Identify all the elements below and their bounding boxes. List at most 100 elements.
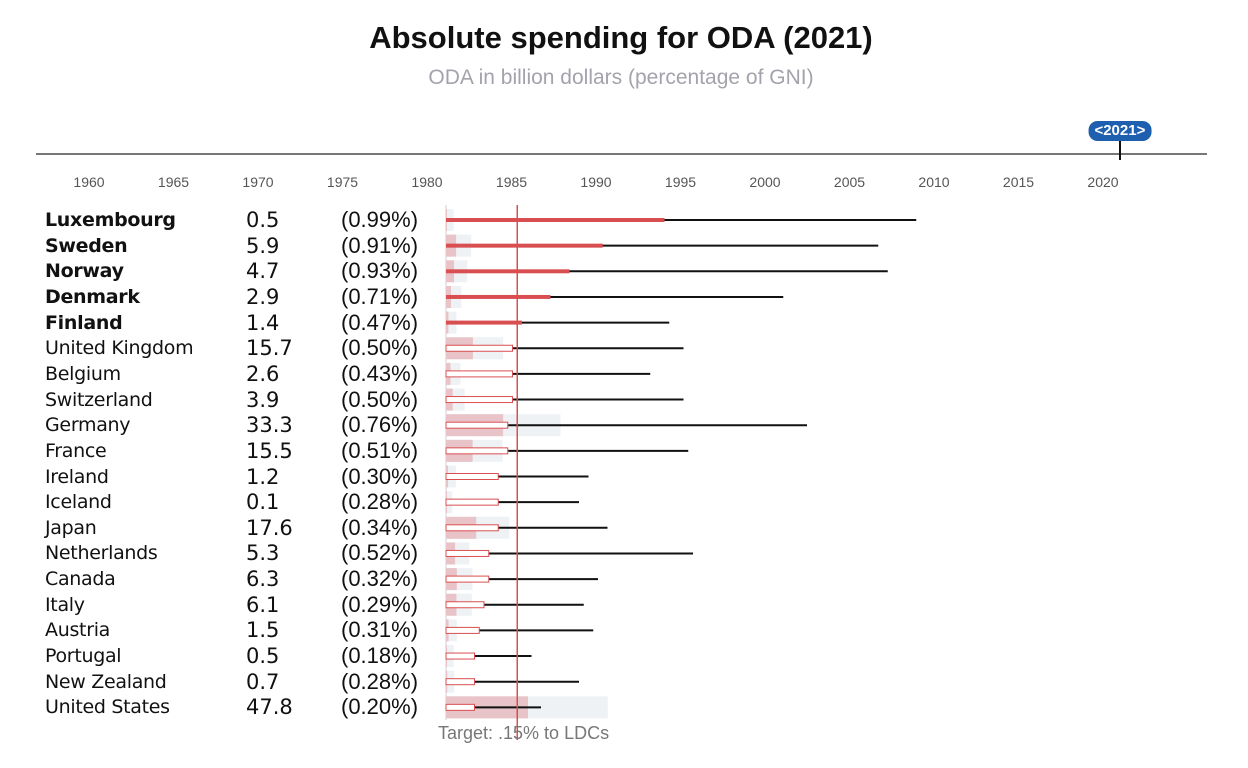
country-name[interactable]: Iceland <box>45 491 112 514</box>
oda-amount: 1.2 <box>246 464 280 489</box>
timeline-axis[interactable] <box>36 153 1207 155</box>
country-name[interactable]: Luxembourg <box>45 209 176 231</box>
ldc-share-bar <box>445 473 499 480</box>
ldc-share-bar <box>445 703 475 711</box>
ldc-share-bar <box>445 575 490 583</box>
country-name[interactable]: United Kingdom <box>45 337 194 360</box>
year-slider-handle[interactable]: <2021> <box>1088 121 1152 141</box>
oda-amount: 0.5 <box>246 208 280 232</box>
gni-percent: (0.99%) <box>341 207 419 232</box>
year-tick[interactable]: 2010 <box>918 174 950 190</box>
target-label: Target: .15% to LDCs <box>438 723 610 743</box>
year-tick[interactable]: 1985 <box>495 174 528 190</box>
year-tick[interactable]: 1975 <box>326 174 359 190</box>
ldc-share-bar <box>445 370 513 378</box>
ldc-share-bar <box>446 218 665 222</box>
gni-percent: (0.47%) <box>341 309 419 335</box>
oda-amount: 6.3 <box>246 567 280 592</box>
country-name[interactable]: Italy <box>45 593 85 616</box>
oda-amount: 15.5 <box>246 438 293 463</box>
oda-amount: 1.4 <box>246 310 280 335</box>
ldc-share-bar <box>445 626 480 634</box>
ldc-share-bar <box>445 601 485 609</box>
country-name[interactable]: France <box>45 439 107 462</box>
ldc-share-bar <box>445 498 499 506</box>
country-name[interactable]: United States <box>45 696 170 719</box>
gni-percent: (0.30%) <box>341 463 419 489</box>
country-name[interactable]: Ireland <box>45 465 109 488</box>
gni-percent: (0.76%) <box>341 412 419 438</box>
country-name[interactable]: Denmark <box>45 285 140 308</box>
gni-percent: (0.28%) <box>341 489 419 515</box>
ldc-share-bar <box>445 447 509 455</box>
gni-percent: (0.50%) <box>341 386 419 412</box>
oda-amount: 47.8 <box>246 695 293 720</box>
oda-amount: 6.1 <box>246 592 280 617</box>
year-tick[interactable]: 2015 <box>1002 174 1035 190</box>
gni-percent: (0.50%) <box>341 335 419 361</box>
oda-amount: 5.9 <box>246 233 280 258</box>
year-tick[interactable]: 1990 <box>580 174 612 190</box>
chart-subtitle: ODA in billion dollars (percentage of GN… <box>428 66 814 89</box>
country-name[interactable]: Germany <box>45 414 131 437</box>
year-tick[interactable]: 1995 <box>664 174 697 190</box>
country-name[interactable]: Sweden <box>45 234 128 257</box>
country-name[interactable]: Japan <box>45 516 97 539</box>
ldc-share-bar <box>446 294 551 299</box>
gni-percent: (0.91%) <box>341 232 419 258</box>
country-name[interactable]: Netherlands <box>45 542 158 565</box>
year-marker-line <box>1118 140 1121 160</box>
country-name[interactable]: Austria <box>45 619 111 642</box>
oda-amount: 33.3 <box>246 413 293 438</box>
gni-percent: (0.51%) <box>341 437 419 463</box>
gni-percent: (0.29%) <box>341 591 419 617</box>
ldc-share-bar <box>445 396 513 404</box>
country-name[interactable]: Belgium <box>45 362 121 385</box>
oda-amount: 2.9 <box>246 284 280 309</box>
gni-percent: (0.43%) <box>341 360 419 386</box>
year-tick[interactable]: 1965 <box>157 174 190 190</box>
gni-percent: (0.32%) <box>341 566 419 592</box>
chart-title: Absolute spending for ODA (2021) <box>369 20 873 55</box>
ldc-share-bar <box>446 269 570 274</box>
ldc-share-bar <box>445 652 475 660</box>
country-name[interactable]: Switzerland <box>45 388 153 411</box>
year-tick[interactable]: 1980 <box>411 174 443 190</box>
oda-amount: 1.5 <box>246 618 280 643</box>
oda-amount: 15.7 <box>246 336 293 361</box>
oda-amount: 0.1 <box>246 490 280 515</box>
oda-amount: 0.5 <box>246 644 280 669</box>
gni-percent: (0.52%) <box>341 540 419 566</box>
gni-percent: (0.20%) <box>341 694 419 720</box>
ldc-share-bar <box>445 549 490 557</box>
ldc-share-bar <box>446 243 603 248</box>
gni-percent: (0.93%) <box>341 258 419 284</box>
ldc-share-bar <box>445 344 513 352</box>
country-name[interactable]: New Zealand <box>45 670 167 693</box>
gni-percent: (0.71%) <box>341 283 419 309</box>
gni-percent: (0.18%) <box>341 643 419 669</box>
ldc-share-bar <box>445 678 475 686</box>
country-name[interactable]: Norway <box>45 260 124 283</box>
country-name[interactable]: Portugal <box>45 645 122 668</box>
oda-amount: 4.7 <box>246 259 280 284</box>
oda-amount: 3.9 <box>246 387 280 412</box>
country-name[interactable]: Finland <box>45 311 123 334</box>
year-tick[interactable]: 2000 <box>749 174 781 190</box>
year-tick[interactable]: 1970 <box>242 174 274 190</box>
gni-percent: (0.34%) <box>341 514 419 540</box>
year-tick[interactable]: 2005 <box>833 174 866 190</box>
ldc-share-bar <box>446 320 522 325</box>
year-tick[interactable]: 1960 <box>73 174 105 190</box>
oda-amount: 0.7 <box>246 669 280 694</box>
gni-percent: (0.28%) <box>341 668 419 694</box>
oda-amount: 17.6 <box>246 515 293 540</box>
year-tick[interactable]: 2020 <box>1087 174 1119 190</box>
country-name[interactable]: Canada <box>45 568 116 591</box>
ldc-share-bar <box>445 524 499 532</box>
gni-percent: (0.31%) <box>341 617 419 643</box>
oda-amount: 5.3 <box>246 541 280 566</box>
ldc-share-bar <box>445 421 509 429</box>
oda-amount: 2.6 <box>246 361 280 386</box>
